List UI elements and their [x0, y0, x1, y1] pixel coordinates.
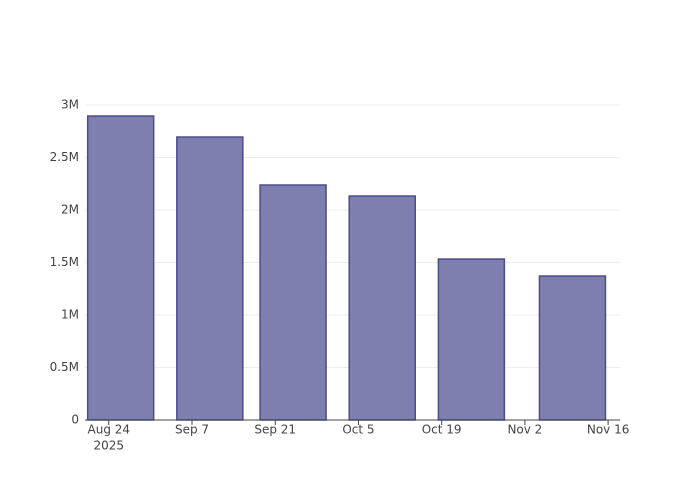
- bar: [538, 275, 607, 421]
- bar: [348, 195, 416, 421]
- x-tick-label: Sep 21: [254, 423, 296, 437]
- bar: [259, 184, 327, 421]
- y-tick-label: 0.5M: [50, 360, 79, 374]
- y-tick-label: 2.5M: [50, 150, 79, 164]
- x-year-label: 2025: [94, 439, 125, 453]
- y-tick-label: 1.5M: [50, 255, 79, 269]
- x-tick-label: Sep 7: [175, 423, 209, 437]
- x-tick-label: Nov 2: [507, 423, 542, 437]
- bar: [437, 258, 506, 421]
- x-tick-label: Oct 19: [422, 423, 462, 437]
- y-tick-label: 2M: [61, 203, 79, 217]
- bar: [86, 115, 155, 421]
- bar: [176, 136, 244, 421]
- x-tick-label: Oct 5: [342, 423, 374, 437]
- y-tick-label: 0: [71, 413, 79, 427]
- y-tick-label: 1M: [61, 308, 79, 322]
- x-tick-label: Aug 24: [88, 423, 131, 437]
- y-tick-label: 3M: [61, 98, 79, 112]
- x-tick-label: Nov 16: [587, 423, 630, 437]
